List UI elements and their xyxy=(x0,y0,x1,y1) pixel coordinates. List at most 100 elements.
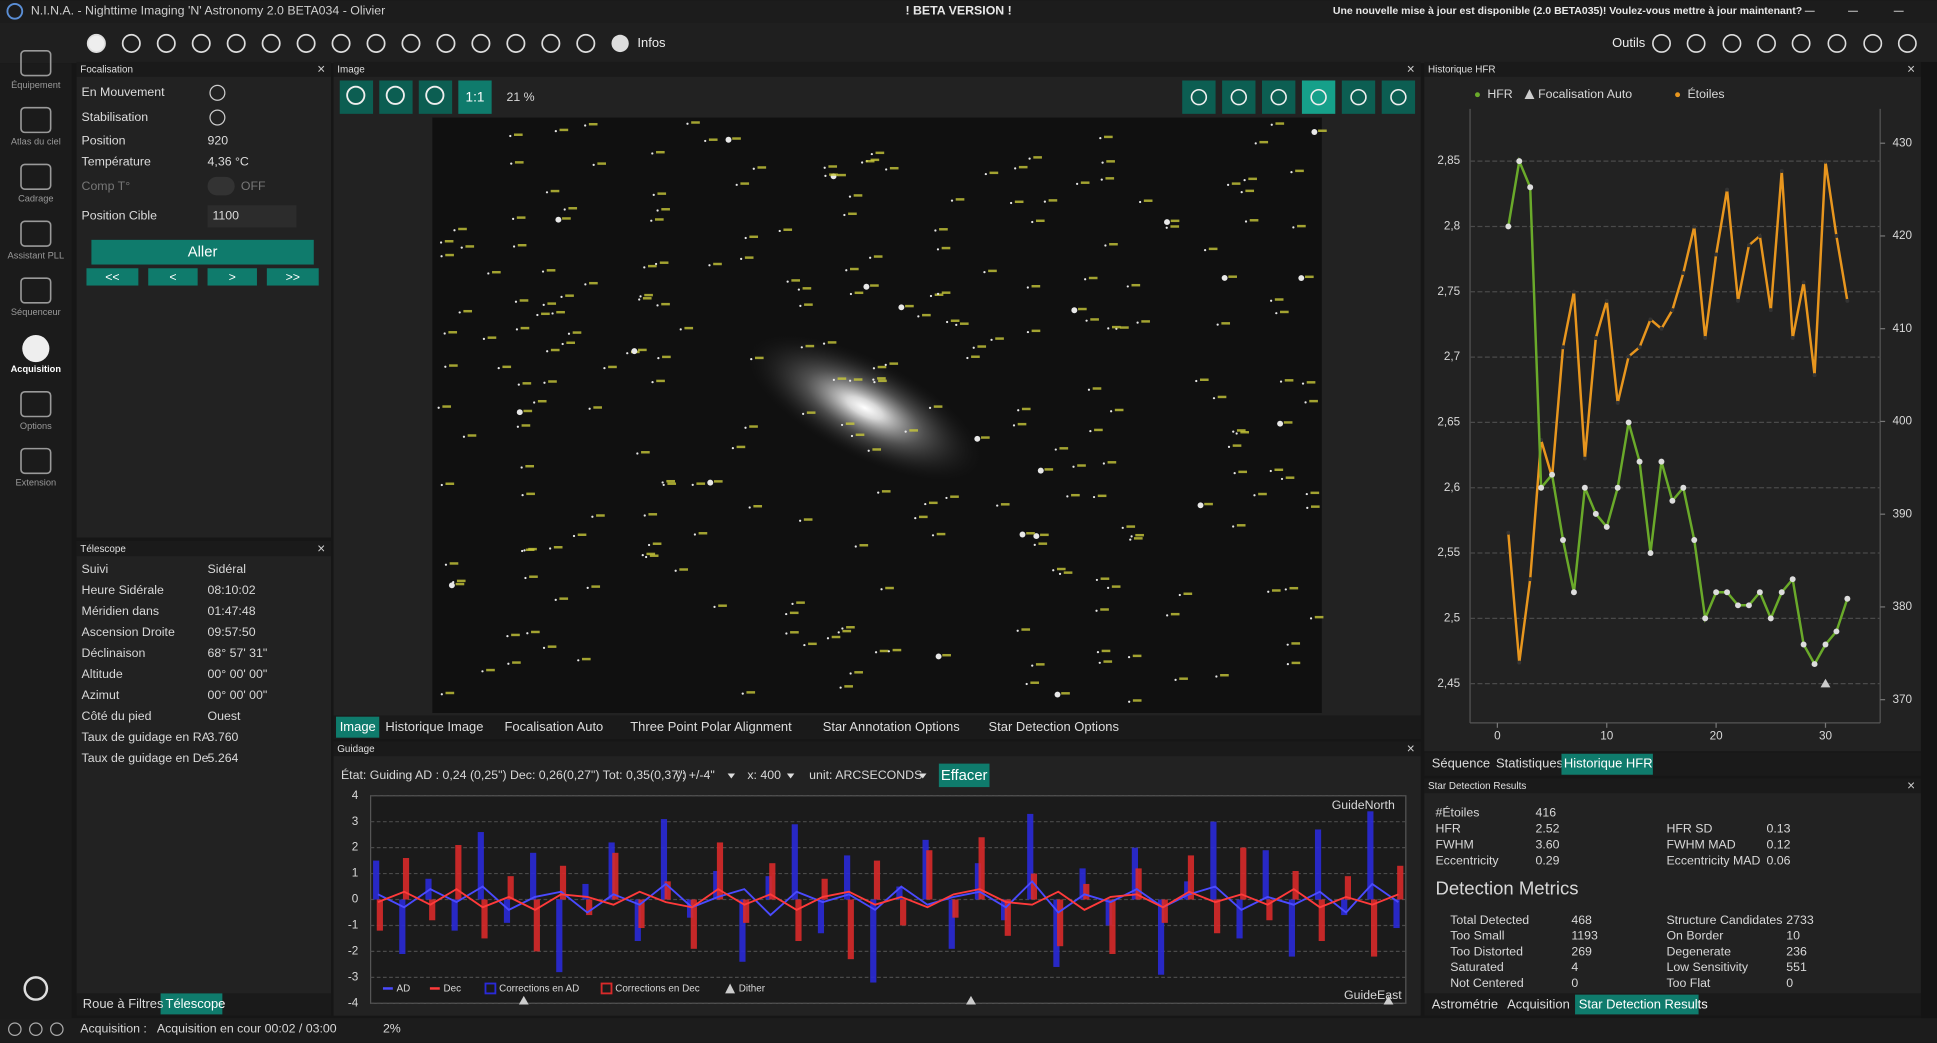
toolbar-icon[interactable] xyxy=(471,33,491,53)
nav-item[interactable]: Séquenceur xyxy=(11,307,61,317)
step-button-label[interactable]: >> xyxy=(286,270,300,284)
nav-icon[interactable] xyxy=(20,390,52,418)
tab[interactable]: Astrométrie xyxy=(1432,997,1498,1012)
active-tab[interactable] xyxy=(1575,994,1699,1015)
step-button[interactable] xyxy=(86,268,139,286)
status-icon[interactable] xyxy=(29,1022,43,1037)
image-tool-button[interactable] xyxy=(1301,80,1336,114)
close-button[interactable]: × xyxy=(1407,741,1415,756)
active-tab[interactable] xyxy=(336,716,380,738)
tab[interactable]: Roue à Filtres xyxy=(83,996,164,1011)
image-tool-button[interactable] xyxy=(1262,80,1296,114)
nav-icon[interactable] xyxy=(20,50,52,77)
active-tab[interactable] xyxy=(160,993,223,1015)
tool-icon[interactable] xyxy=(1722,33,1742,53)
status-icon[interactable] xyxy=(8,1022,22,1037)
dropdown-arrow[interactable] xyxy=(786,773,795,779)
step-button-label[interactable]: << xyxy=(105,270,119,284)
dropdown-arrow[interactable] xyxy=(919,773,927,779)
toggle[interactable] xyxy=(207,176,235,196)
nav-icon[interactable] xyxy=(20,106,52,134)
tab[interactable]: Three Point Polar Alignment xyxy=(630,719,792,734)
tool-icon[interactable] xyxy=(1827,33,1847,53)
infos-icon[interactable] xyxy=(611,34,629,53)
clear-button[interactable] xyxy=(938,763,990,788)
nav-icon[interactable] xyxy=(20,277,52,304)
close-button[interactable]: × xyxy=(317,541,325,556)
close-button[interactable]: × xyxy=(1407,62,1415,77)
dropdown-arrow[interactable] xyxy=(727,773,736,779)
y-scale-select[interactable]: y: +/-4" xyxy=(676,768,715,782)
toolbar-icon[interactable] xyxy=(331,33,351,53)
go-button[interactable] xyxy=(91,239,314,265)
toolbar-icon[interactable] xyxy=(86,33,106,53)
tool-icon[interactable] xyxy=(1897,33,1917,53)
tool-icon[interactable] xyxy=(1652,33,1671,53)
image-tool-button[interactable] xyxy=(1182,80,1216,114)
toolbar-icon[interactable] xyxy=(436,33,456,53)
nav-icon[interactable] xyxy=(20,447,52,475)
toolbar-icon[interactable] xyxy=(121,33,141,53)
toolbar-icon[interactable] xyxy=(226,33,246,53)
tab[interactable]: Star Detection Options xyxy=(989,719,1120,734)
toolbar-icon[interactable] xyxy=(156,33,176,53)
tab[interactable]: Acquisition xyxy=(1507,997,1570,1012)
close-button[interactable]: × xyxy=(317,62,325,77)
one-to-one-button[interactable] xyxy=(458,80,492,114)
step-button[interactable] xyxy=(148,268,198,286)
toolbar-icon[interactable] xyxy=(576,33,596,53)
infos-button[interactable]: Infos xyxy=(637,35,666,50)
tool-icon[interactable] xyxy=(1686,33,1706,53)
power-button[interactable] xyxy=(23,976,49,1001)
toolbar-icon[interactable] xyxy=(296,33,316,53)
update-notice[interactable]: Une nouvelle mise à jour est disponible … xyxy=(1333,5,1802,17)
step-button[interactable] xyxy=(266,268,319,286)
nav-icon[interactable] xyxy=(20,163,52,190)
toolbar-icon[interactable] xyxy=(366,33,386,53)
tool-icon[interactable] xyxy=(1757,33,1776,53)
toolbar-icon[interactable] xyxy=(506,33,526,53)
nav-item[interactable]: Extension xyxy=(16,478,57,488)
tab[interactable]: Historique Image xyxy=(385,719,483,734)
tab[interactable]: Image xyxy=(340,719,376,734)
image-tool-button[interactable] xyxy=(1341,80,1376,114)
step-button-label[interactable]: > xyxy=(229,270,236,284)
tools-button[interactable]: Outils xyxy=(1612,35,1646,50)
tool-icon[interactable] xyxy=(1863,33,1883,53)
active-tab[interactable] xyxy=(1561,753,1653,775)
x-scale-select[interactable]: x: 400 xyxy=(747,768,781,782)
tab[interactable]: Star Annotation Options xyxy=(823,719,960,734)
input-box[interactable] xyxy=(207,205,297,228)
toolbar-icon[interactable] xyxy=(191,33,211,53)
clear-button-label[interactable]: Effacer xyxy=(941,768,988,784)
one-to-one-button-label[interactable]: 1:1 xyxy=(466,89,485,104)
nav-icon[interactable] xyxy=(22,334,50,363)
tab[interactable]: Star Detection Results xyxy=(1579,997,1709,1012)
image-tool-button[interactable] xyxy=(1381,80,1416,114)
tab[interactable]: Historique HFR xyxy=(1564,756,1653,771)
nav-item[interactable]: Assistant PLL xyxy=(8,250,65,260)
toolbar-icon[interactable] xyxy=(401,33,421,53)
tab[interactable]: Séquence xyxy=(1432,756,1490,771)
close-button[interactable]: × xyxy=(1907,778,1915,793)
nav-item[interactable]: Équipement xyxy=(11,80,61,90)
tab[interactable]: Focalisation Auto xyxy=(505,719,604,734)
nav-item[interactable]: Options xyxy=(20,421,52,431)
go-button-label[interactable]: Aller xyxy=(188,245,218,261)
step-button-label[interactable]: < xyxy=(169,270,176,284)
nav-item[interactable]: Cadrage xyxy=(18,194,53,204)
tab[interactable]: Statistiques xyxy=(1496,756,1564,771)
zoom-button[interactable] xyxy=(418,80,453,114)
close-button[interactable]: × xyxy=(1907,62,1915,77)
toolbar-icon[interactable] xyxy=(541,33,561,53)
zoom-button[interactable] xyxy=(379,80,413,114)
tool-icon[interactable] xyxy=(1791,33,1811,53)
tab[interactable]: Télescope xyxy=(166,996,226,1011)
nav-item[interactable]: Acquisition xyxy=(11,364,62,374)
nav-item[interactable]: Atlas du ciel xyxy=(11,137,61,147)
toolbar-icon[interactable] xyxy=(261,33,281,53)
status-icon[interactable] xyxy=(50,1022,64,1037)
nav-icon[interactable] xyxy=(20,220,52,247)
zoom-button[interactable] xyxy=(339,80,374,114)
image-tool-button[interactable] xyxy=(1222,80,1256,114)
